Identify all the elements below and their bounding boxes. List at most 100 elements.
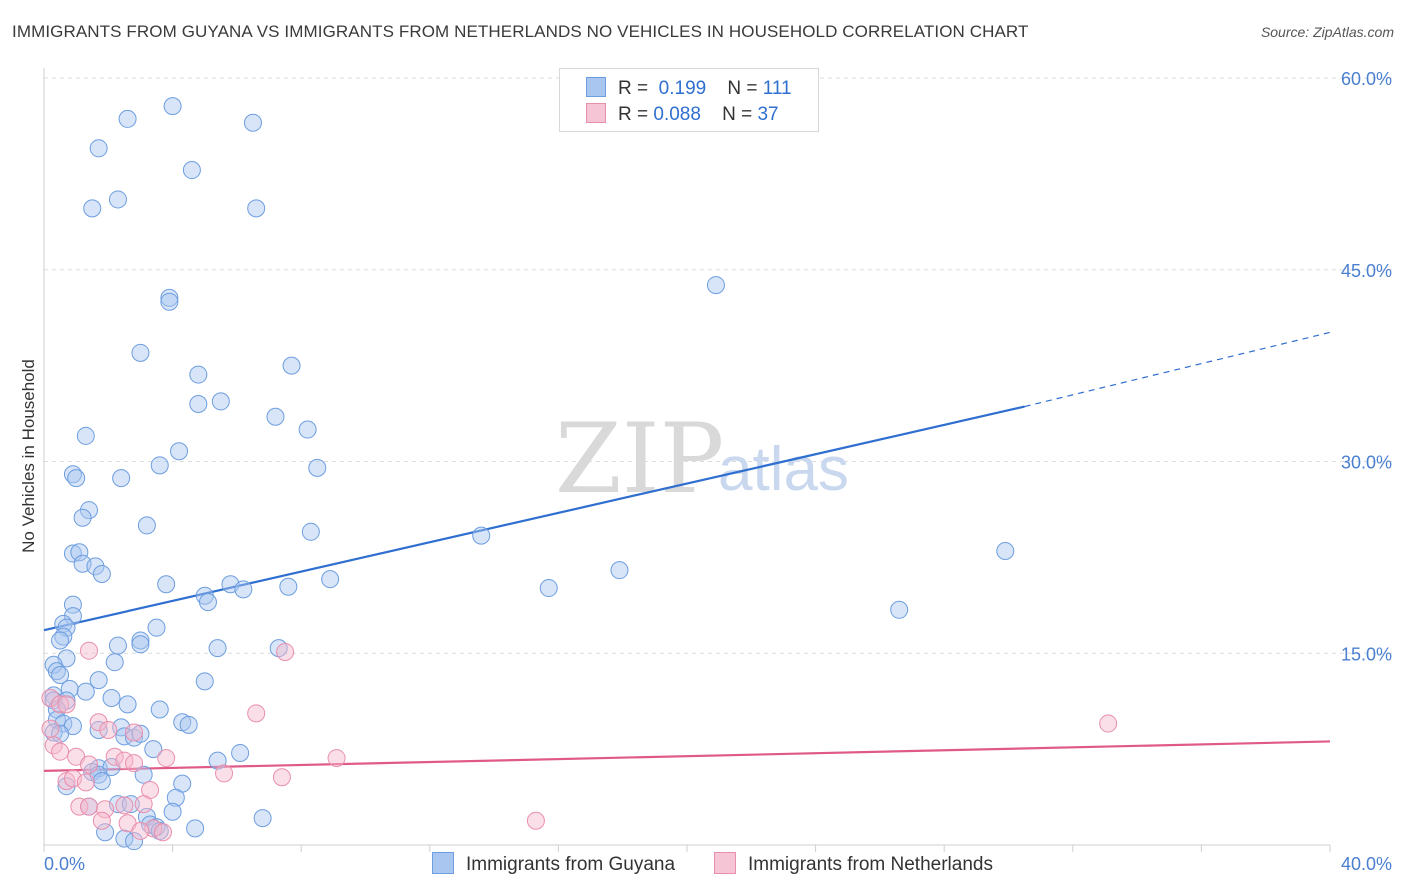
point-guyana <box>89 720 108 739</box>
point-guyana <box>211 392 230 411</box>
trend-line-guyana <box>43 405 1025 632</box>
point-guyana <box>60 680 79 699</box>
legend-r-value: 0.199 <box>658 78 707 99</box>
point-netherlands <box>276 642 295 661</box>
point-guyana <box>83 199 102 218</box>
point-guyana <box>147 618 166 637</box>
point-guyana <box>125 832 144 851</box>
point-netherlands <box>125 754 144 773</box>
point-guyana <box>70 543 89 562</box>
point-guyana <box>131 631 150 650</box>
point-guyana <box>67 469 86 488</box>
point-guyana <box>51 631 70 650</box>
point-netherlands <box>41 688 60 707</box>
point-guyana <box>301 522 320 541</box>
legend-row-netherlands: R = 0.088 N = 37 <box>586 103 779 127</box>
point-guyana <box>321 570 340 589</box>
point-guyana <box>86 557 105 576</box>
legend-n-label: N = <box>727 78 758 99</box>
legend-n-value: 37 <box>757 104 779 125</box>
point-guyana <box>234 580 253 599</box>
point-guyana <box>189 365 208 384</box>
points-netherlands <box>41 641 1118 842</box>
tick-labels: 15.0% 30.0% 45.0% 60.0% 0.0% 40.0% <box>44 69 1392 874</box>
y-tick-label: 45.0% <box>1341 261 1392 281</box>
point-netherlands <box>215 764 234 783</box>
point-guyana <box>539 579 558 598</box>
legend-n-value: 111 <box>762 78 792 99</box>
point-netherlands <box>89 713 108 732</box>
point-guyana <box>108 636 127 655</box>
point-guyana <box>51 724 70 743</box>
chart-title: IMMIGRANTS FROM GUYANA VS IMMIGRANTS FRO… <box>12 22 1029 41</box>
bottom-legend-swatch-guyana <box>432 852 454 874</box>
point-guyana <box>157 575 176 594</box>
point-guyana <box>131 724 150 743</box>
point-guyana <box>243 113 262 132</box>
point-netherlands <box>105 747 124 766</box>
point-guyana <box>282 356 301 375</box>
point-guyana <box>253 809 272 828</box>
legend-n-label: N = <box>722 104 753 125</box>
axes <box>43 68 1331 852</box>
point-netherlands <box>92 811 111 830</box>
bottom-legend-label-netherlands: Immigrants from Netherlands <box>748 854 993 875</box>
point-guyana <box>247 199 266 218</box>
point-netherlands <box>51 695 70 714</box>
point-netherlands <box>44 736 63 755</box>
point-guyana <box>108 190 127 209</box>
point-guyana <box>195 672 214 691</box>
legend-r-value: 0.088 <box>653 104 701 125</box>
point-guyana <box>163 97 182 116</box>
point-netherlands <box>1099 714 1118 733</box>
grid-lines <box>44 77 1392 654</box>
point-guyana <box>150 700 169 719</box>
point-guyana <box>92 772 111 791</box>
point-guyana <box>96 823 115 842</box>
legend-swatch-guyana <box>586 77 606 97</box>
legend-row-guyana: R = 0.199 N = 111 <box>586 77 792 101</box>
point-netherlands <box>96 800 115 819</box>
point-netherlands <box>57 695 76 714</box>
point-netherlands <box>80 797 99 816</box>
point-netherlands <box>99 720 118 739</box>
watermark-atlas: atlas <box>718 435 849 504</box>
point-guyana <box>73 508 92 527</box>
point-guyana <box>102 688 121 707</box>
point-guyana <box>118 109 137 128</box>
point-guyana <box>179 715 198 734</box>
y-tick-label: 15.0% <box>1341 644 1392 664</box>
y-axis-label: No Vehicles in Household <box>19 359 38 553</box>
point-guyana <box>890 600 909 619</box>
point-guyana <box>131 343 150 362</box>
bottom-legend-label-guyana: Immigrants from Guyana <box>466 854 676 875</box>
point-netherlands <box>526 811 545 830</box>
point-guyana <box>115 727 134 746</box>
point-guyana <box>266 407 285 426</box>
point-guyana <box>279 577 298 596</box>
point-guyana <box>182 161 201 180</box>
point-guyana <box>472 526 491 545</box>
trend-lines <box>43 331 1331 772</box>
points-guyana <box>44 97 1015 851</box>
point-guyana <box>208 639 227 658</box>
point-guyana <box>150 456 169 475</box>
bottom-legend-swatch-netherlands <box>714 852 736 874</box>
point-guyana <box>137 516 156 535</box>
x-tick-label: 0.0% <box>44 854 85 874</box>
point-guyana <box>131 635 150 654</box>
point-guyana <box>189 394 208 413</box>
x-tick-label: 40.0% <box>1341 854 1392 874</box>
point-guyana <box>163 802 182 821</box>
bottom-legend-guyana: Immigrants from Guyana <box>432 852 675 876</box>
point-netherlands <box>157 749 176 768</box>
legend-r-label: R = <box>618 104 649 125</box>
point-guyana <box>121 795 140 814</box>
point-guyana <box>166 788 185 807</box>
point-netherlands <box>125 723 144 742</box>
watermark-zip: ZIP <box>555 403 724 515</box>
point-guyana <box>63 607 82 626</box>
point-netherlands <box>272 768 291 787</box>
point-netherlands <box>327 749 346 768</box>
